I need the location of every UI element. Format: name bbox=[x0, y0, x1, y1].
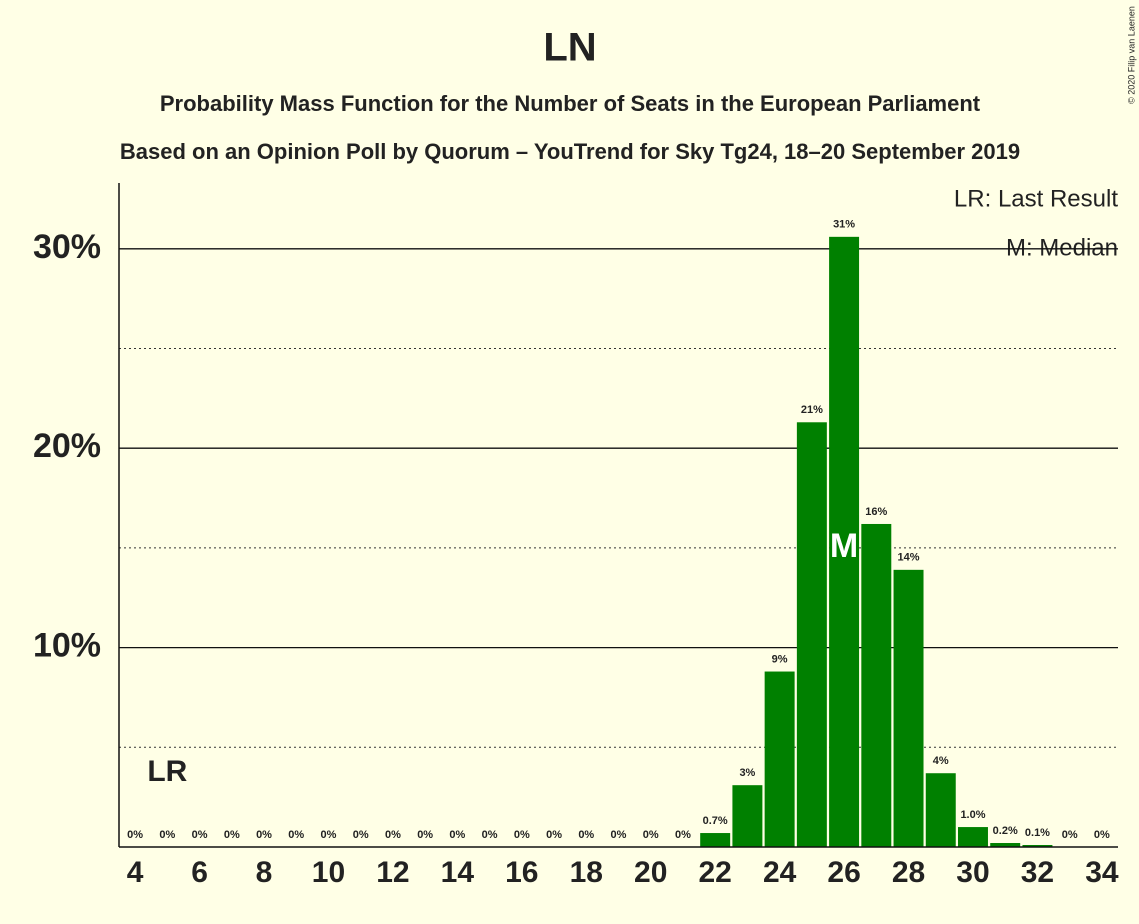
x-tick-label: 8 bbox=[256, 856, 273, 889]
x-tick-label: 22 bbox=[698, 856, 731, 889]
bar bbox=[764, 671, 795, 847]
value-label: 14% bbox=[898, 552, 920, 564]
value-label: 0% bbox=[546, 829, 562, 841]
x-tick-label: 4 bbox=[127, 856, 144, 889]
x-tick-label: 26 bbox=[827, 856, 860, 889]
value-label: 3% bbox=[739, 767, 755, 779]
value-label: 0% bbox=[578, 829, 594, 841]
value-label: 0% bbox=[514, 829, 530, 841]
x-tick-label: 14 bbox=[441, 856, 475, 889]
median-marker: M bbox=[830, 527, 858, 565]
x-tick-label: 6 bbox=[191, 856, 208, 889]
legend-entry: M: Median bbox=[1006, 234, 1118, 261]
legend-entry: LR: Last Result bbox=[954, 185, 1118, 212]
value-label: 16% bbox=[865, 506, 887, 518]
bar bbox=[990, 843, 1021, 847]
bar bbox=[796, 422, 827, 847]
bar bbox=[732, 785, 763, 847]
value-label: 0% bbox=[127, 829, 143, 841]
x-tick-label: 20 bbox=[634, 856, 667, 889]
x-tick-label: 16 bbox=[505, 856, 538, 889]
value-label: 0% bbox=[256, 829, 272, 841]
value-label: 0% bbox=[385, 829, 401, 841]
value-label: 0% bbox=[643, 829, 659, 841]
bar bbox=[925, 773, 956, 847]
value-label: 31% bbox=[833, 219, 855, 231]
x-tick-label: 10 bbox=[312, 856, 345, 889]
value-label: 0% bbox=[611, 829, 627, 841]
chart-title: LN bbox=[543, 26, 596, 70]
value-label: 4% bbox=[933, 755, 949, 767]
chart-subtitle: Based on an Opinion Poll by Quorum – You… bbox=[120, 139, 1020, 164]
x-tick-label: 12 bbox=[376, 856, 409, 889]
y-tick-label: 10% bbox=[33, 627, 101, 665]
value-label: 0% bbox=[192, 829, 208, 841]
y-tick-label: 30% bbox=[33, 228, 101, 266]
value-label: 0% bbox=[288, 829, 304, 841]
last-result-marker: LR bbox=[147, 755, 187, 788]
value-label: 0% bbox=[675, 829, 691, 841]
value-label: 0% bbox=[417, 829, 433, 841]
x-tick-label: 32 bbox=[1021, 856, 1054, 889]
bar bbox=[861, 523, 892, 847]
value-label: 0% bbox=[1062, 829, 1078, 841]
value-label: 1.0% bbox=[960, 809, 985, 821]
value-label: 0% bbox=[321, 829, 337, 841]
value-label: 0% bbox=[353, 829, 369, 841]
value-label: 0% bbox=[449, 829, 465, 841]
x-tick-label: 24 bbox=[763, 856, 797, 889]
x-tick-label: 34 bbox=[1085, 856, 1119, 889]
value-label: 0% bbox=[224, 829, 240, 841]
value-label: 21% bbox=[801, 404, 823, 416]
bar bbox=[1022, 845, 1053, 847]
value-label: 0% bbox=[482, 829, 498, 841]
y-tick-label: 20% bbox=[33, 427, 101, 465]
x-tick-label: 30 bbox=[956, 856, 989, 889]
value-label: 9% bbox=[772, 653, 788, 665]
value-label: 0% bbox=[1094, 829, 1110, 841]
bar bbox=[700, 833, 731, 847]
x-tick-label: 28 bbox=[892, 856, 925, 889]
value-label: 0.1% bbox=[1025, 827, 1050, 839]
copyright: © 2020 Filip van Laenen bbox=[1126, 6, 1136, 104]
value-label: 0% bbox=[159, 829, 175, 841]
x-tick-label: 18 bbox=[570, 856, 603, 889]
bar bbox=[829, 236, 860, 848]
bar bbox=[893, 569, 924, 847]
value-label: 0.2% bbox=[993, 825, 1018, 837]
value-label: 0.7% bbox=[703, 815, 728, 827]
chart-subtitle: Probability Mass Function for the Number… bbox=[160, 91, 981, 116]
bar bbox=[957, 827, 988, 847]
